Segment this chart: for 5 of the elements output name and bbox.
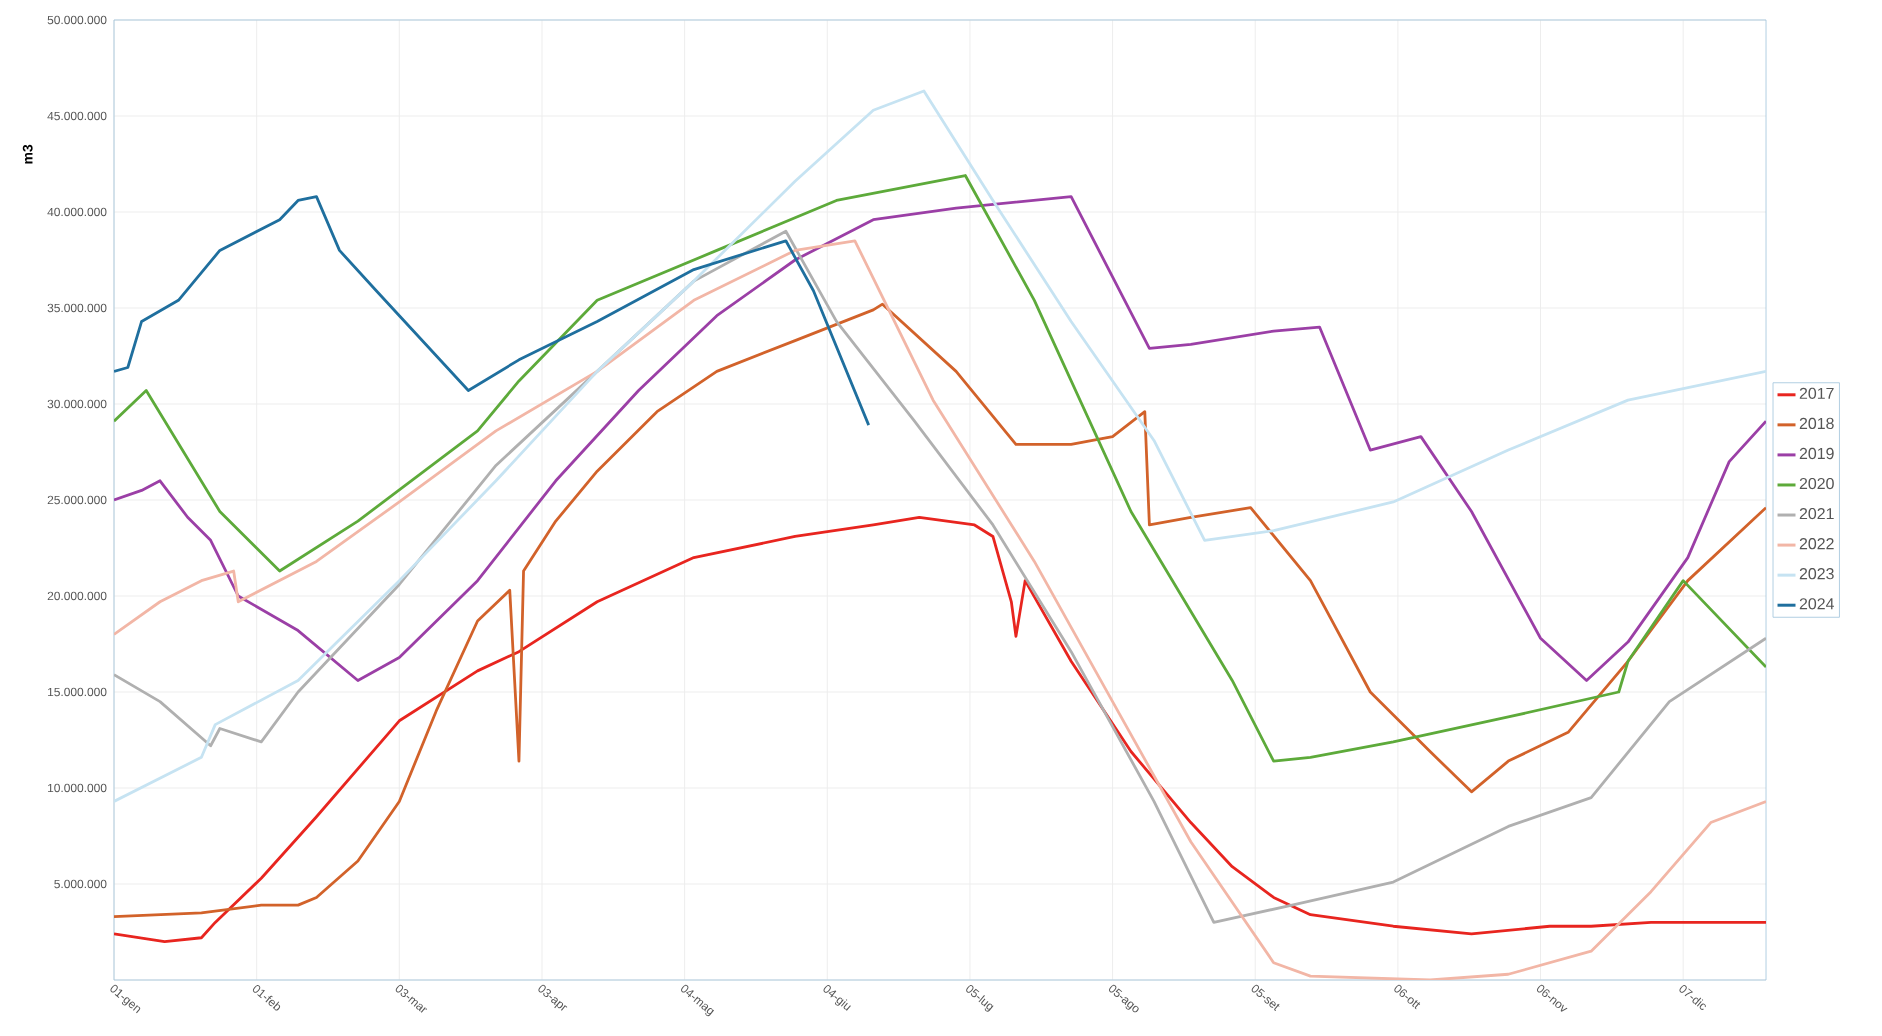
line-series — [114, 515, 1767, 943]
line-series — [114, 195, 1767, 682]
line-series — [114, 89, 1767, 803]
line-series — [114, 174, 1767, 763]
line-series — [114, 195, 871, 427]
